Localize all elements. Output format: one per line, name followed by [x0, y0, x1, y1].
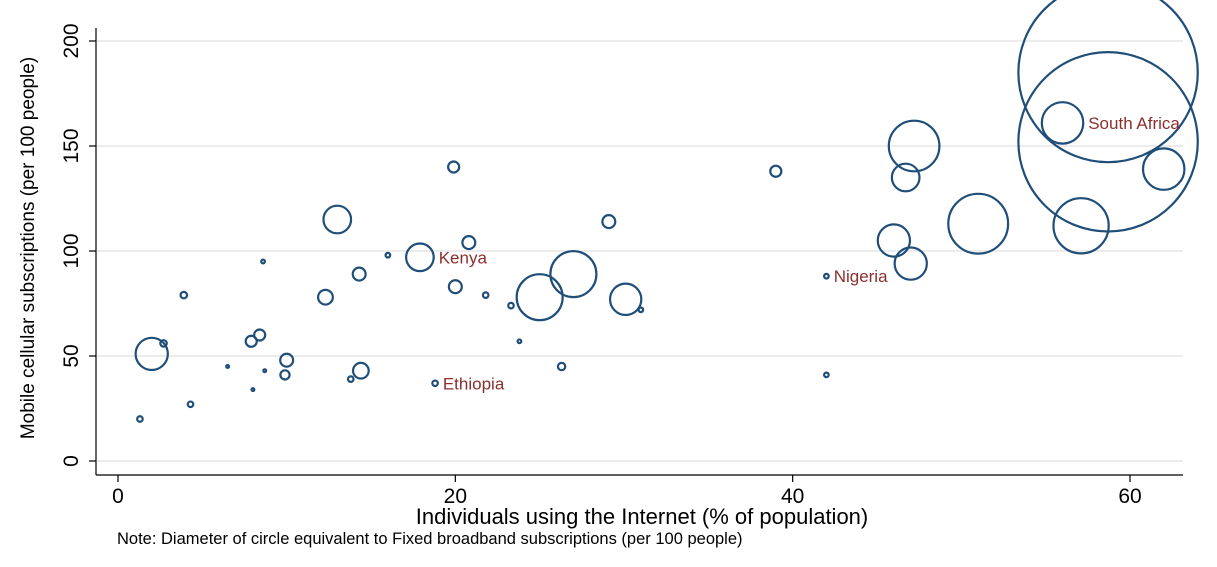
data-point: [322, 204, 353, 235]
data-point: [405, 242, 435, 273]
data-point: [384, 251, 392, 259]
data-point: [225, 364, 231, 370]
y-tick-label-200: 200: [60, 23, 83, 58]
data-point: [260, 258, 266, 265]
point-label: Nigeria: [834, 267, 888, 286]
x-tick-label-0: 0: [112, 485, 124, 508]
point-labels: Kenya Ethiopia Nigeria South Africa: [439, 114, 1181, 393]
data-point: [351, 361, 370, 380]
data-point: [159, 339, 168, 348]
data-point: [262, 368, 268, 374]
data-point: [279, 352, 295, 368]
point-label: Kenya: [439, 248, 488, 267]
y-tick-label-0: 0: [60, 455, 83, 467]
data-point: [447, 160, 461, 174]
data-point: [447, 279, 463, 295]
data-point: [1052, 197, 1110, 255]
data-point: [515, 273, 564, 322]
data-point: [823, 371, 830, 379]
x-axis-label: Individuals using the Internet (% of pop…: [416, 504, 869, 529]
chart-note: Note: Diameter of circle equivalent to F…: [117, 530, 743, 548]
data-point: [253, 328, 267, 342]
x-tick-label-40: 40: [781, 485, 804, 508]
data-point: [244, 334, 258, 348]
data-point: [186, 400, 195, 409]
data-point: [890, 162, 921, 193]
data-point: [431, 379, 439, 388]
data-point: [516, 338, 523, 345]
data-points: [134, 0, 1199, 423]
data-point: [317, 288, 334, 306]
data-point: [601, 214, 617, 230]
data-point: [134, 336, 169, 372]
data-point: [556, 361, 567, 372]
y-tick-label-50: 50: [60, 344, 83, 367]
data-point: [1017, 51, 1199, 233]
data-point: [823, 272, 830, 280]
data-point: [637, 306, 645, 314]
data-point: [1017, 0, 1199, 164]
data-point: [481, 291, 490, 299]
data-point: [346, 375, 355, 383]
x-tick-label-60: 60: [1118, 485, 1141, 508]
point-label: Ethiopia: [443, 374, 505, 393]
data-point: [769, 164, 783, 178]
data-point: [250, 387, 256, 393]
axes: 0 50 100 150 200 0 20 40 60: [60, 23, 1183, 508]
y-tick-label-100: 100: [60, 233, 83, 268]
y-axis-label: Mobile cellular subscriptions (per 100 p…: [18, 57, 39, 439]
point-label: South Africa: [1088, 114, 1180, 133]
data-point: [893, 246, 928, 281]
data-point: [461, 235, 477, 251]
data-point: [947, 192, 1010, 255]
data-point: [279, 369, 291, 381]
x-tick-label-20: 20: [444, 485, 467, 508]
data-point: [1141, 147, 1186, 191]
data-point: [887, 119, 941, 173]
grid-lines: [97, 40, 1183, 462]
data-point: [608, 282, 643, 317]
data-point: [507, 301, 515, 310]
data-point: [351, 266, 367, 282]
y-tick-label-150: 150: [60, 128, 83, 163]
data-point: [179, 290, 189, 300]
data-point: [876, 223, 912, 258]
data-point: [1040, 101, 1085, 145]
data-point: [136, 415, 144, 423]
data-point: [549, 250, 598, 299]
